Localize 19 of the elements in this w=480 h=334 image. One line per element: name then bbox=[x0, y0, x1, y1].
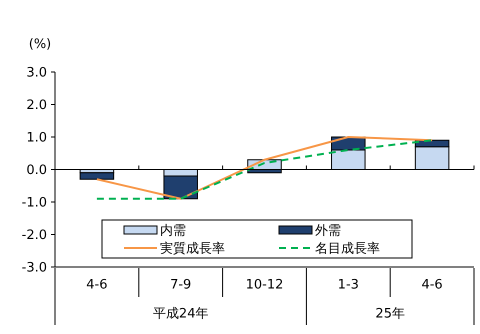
y-tick-label: -3.0 bbox=[22, 260, 47, 276]
legend-label: 内需 bbox=[160, 224, 186, 239]
legend-label: 外需 bbox=[315, 224, 341, 239]
x-tick-label: 10-12 bbox=[246, 278, 284, 293]
y-tick-label: -2.0 bbox=[22, 228, 47, 244]
legend-label: 名目成長率 bbox=[315, 240, 380, 257]
y-tick-label: 1.0 bbox=[26, 130, 47, 146]
x-tick-label: 4-6 bbox=[421, 278, 443, 293]
legend-label: 実質成長率 bbox=[160, 240, 225, 257]
y-tick-label: 3.0 bbox=[26, 66, 47, 81]
x-tick-label: 1-3 bbox=[338, 278, 359, 293]
text: 25年 bbox=[375, 306, 405, 322]
y-tick-label: -1.0 bbox=[22, 196, 47, 211]
x-tick-label: 7-9 bbox=[170, 278, 192, 293]
y-tick-label: 2.0 bbox=[26, 98, 47, 114]
y-axis-title: (%) bbox=[28, 37, 52, 52]
y-tick-label: 0.0 bbox=[26, 163, 47, 178]
text: 平成24年 bbox=[152, 306, 208, 322]
x-tick-label: 4-6 bbox=[86, 278, 108, 293]
